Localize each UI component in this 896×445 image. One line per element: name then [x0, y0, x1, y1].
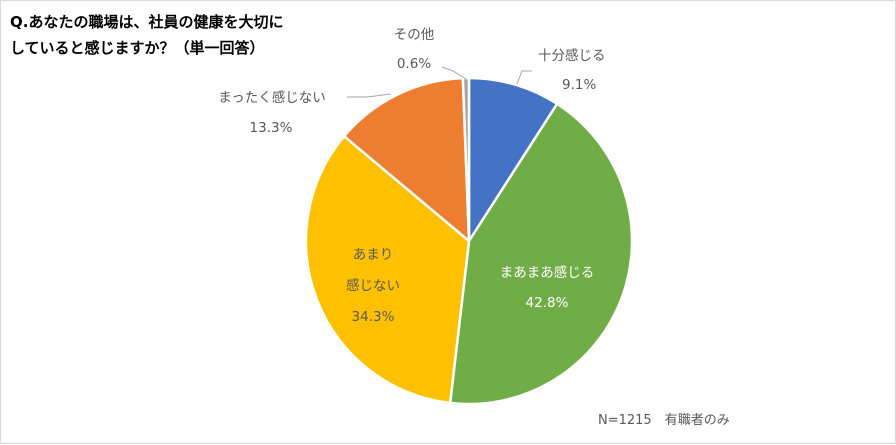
- chart-title-line-1: Q.あなたの職場は、社員の健康を大切に: [10, 13, 284, 31]
- leader-line-3: [347, 93, 392, 98]
- slice-2: [304, 134, 471, 405]
- slice-value-0: 9.1%: [562, 77, 596, 93]
- chart-title: Q.あなたの職場は、社員の健康を大切に していると感じますか？（単一回答）: [10, 9, 370, 61]
- slice-label-4: その他: [394, 27, 435, 43]
- leader-line-4: [441, 66, 467, 80]
- slice-label-2-line-2: 感じない: [346, 277, 400, 294]
- slice-label-0: 十分感じる: [538, 47, 606, 64]
- slice-0: [467, 76, 559, 243]
- sample-note: N=1215 有職者のみ: [598, 413, 730, 428]
- slice-label-2-line-1: あまり: [353, 247, 394, 263]
- slice-label-1: まあまあ感じる: [500, 264, 595, 281]
- slice-value-2: 34.3%: [352, 309, 395, 325]
- slice-1: [448, 102, 634, 406]
- leader-line-0: [516, 70, 532, 85]
- slice-value-1: 42.8%: [526, 295, 569, 311]
- chart-title-line-2: していると感じますか？（単一回答）: [10, 39, 265, 57]
- slice-value-4: 0.6%: [397, 56, 431, 72]
- slice-value-3: 13.3%: [250, 120, 293, 136]
- slice-3: [342, 76, 471, 243]
- slice-label-3: まったく感じない: [218, 89, 325, 106]
- slice-4: [461, 76, 471, 243]
